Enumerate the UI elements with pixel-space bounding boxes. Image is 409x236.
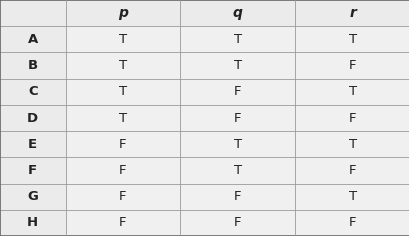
Text: T: T xyxy=(348,33,356,46)
Bar xyxy=(65,79,180,105)
Text: r: r xyxy=(348,6,355,20)
Bar xyxy=(65,26,180,52)
Text: F: F xyxy=(234,85,241,98)
Bar xyxy=(180,105,294,131)
Text: F: F xyxy=(348,164,355,177)
Bar xyxy=(294,131,409,157)
Text: T: T xyxy=(119,85,127,98)
Bar xyxy=(65,157,180,184)
Bar xyxy=(294,52,409,79)
Bar xyxy=(294,157,409,184)
Text: D: D xyxy=(27,111,38,125)
Text: B: B xyxy=(28,59,38,72)
Bar xyxy=(0,210,65,236)
Text: H: H xyxy=(27,216,38,229)
Bar xyxy=(180,131,294,157)
Bar xyxy=(0,131,65,157)
Bar xyxy=(0,52,65,79)
Bar xyxy=(180,157,294,184)
Text: p: p xyxy=(118,6,128,20)
Text: T: T xyxy=(233,33,241,46)
Bar xyxy=(65,184,180,210)
Bar xyxy=(180,52,294,79)
Text: T: T xyxy=(233,164,241,177)
Bar xyxy=(65,52,180,79)
Bar xyxy=(0,184,65,210)
Bar xyxy=(0,0,65,26)
Text: F: F xyxy=(119,190,126,203)
Bar xyxy=(65,105,180,131)
Bar xyxy=(294,184,409,210)
Text: A: A xyxy=(28,33,38,46)
Text: F: F xyxy=(234,190,241,203)
Bar xyxy=(180,26,294,52)
Text: F: F xyxy=(119,216,126,229)
Bar xyxy=(0,105,65,131)
Bar xyxy=(65,0,180,26)
Bar xyxy=(294,26,409,52)
Text: T: T xyxy=(119,111,127,125)
Text: T: T xyxy=(348,138,356,151)
Text: T: T xyxy=(119,59,127,72)
Bar xyxy=(180,79,294,105)
Text: T: T xyxy=(119,33,127,46)
Bar xyxy=(294,210,409,236)
Text: F: F xyxy=(348,111,355,125)
Text: T: T xyxy=(233,138,241,151)
Text: F: F xyxy=(348,59,355,72)
Text: F: F xyxy=(234,216,241,229)
Text: E: E xyxy=(28,138,37,151)
Text: q: q xyxy=(232,6,242,20)
Text: F: F xyxy=(234,111,241,125)
Text: F: F xyxy=(119,138,126,151)
Bar xyxy=(180,184,294,210)
Bar xyxy=(294,105,409,131)
Bar xyxy=(180,210,294,236)
Bar xyxy=(294,0,409,26)
Text: F: F xyxy=(119,164,126,177)
Bar xyxy=(0,26,65,52)
Bar xyxy=(65,210,180,236)
Text: C: C xyxy=(28,85,38,98)
Text: T: T xyxy=(348,190,356,203)
Bar xyxy=(0,157,65,184)
Text: T: T xyxy=(348,85,356,98)
Text: F: F xyxy=(28,164,37,177)
Text: F: F xyxy=(348,216,355,229)
Text: G: G xyxy=(27,190,38,203)
Bar xyxy=(294,79,409,105)
Bar xyxy=(180,0,294,26)
Bar xyxy=(65,131,180,157)
Bar xyxy=(0,79,65,105)
Text: T: T xyxy=(233,59,241,72)
